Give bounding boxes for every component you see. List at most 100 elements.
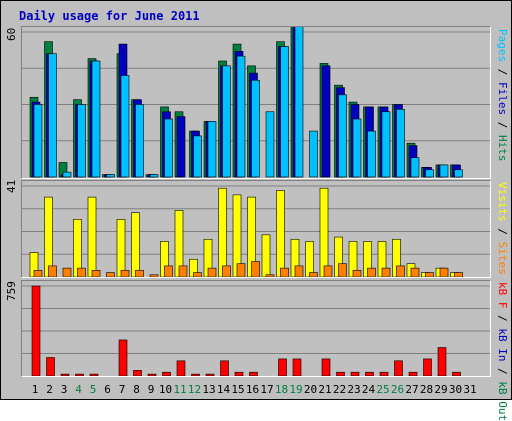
kbf-bar-day-30	[452, 371, 461, 376]
x-tick-label: 18	[274, 383, 289, 396]
kbf-bar-day-27	[408, 371, 418, 376]
sites-bar-day-11	[178, 265, 188, 277]
visits-bar-day-5	[87, 196, 97, 277]
pages-bar-day-15	[236, 55, 246, 178]
sites-bar-day-13	[207, 267, 217, 277]
x-tick-label: 25	[376, 383, 390, 396]
visits-bar-day-11	[174, 210, 184, 277]
panel1-legend-segment: /	[496, 62, 509, 82]
hits-files-pages-panel	[21, 26, 491, 179]
kbf-bar-day-5	[89, 373, 99, 376]
sites-bar-day-18	[280, 267, 289, 277]
sites-bar-day-19	[294, 265, 304, 277]
sites-bar-day-14	[222, 265, 231, 277]
x-tick-label: 2	[46, 383, 53, 396]
x-tick-label: 26	[390, 383, 405, 396]
x-tick-label: 17	[260, 383, 274, 396]
sites-bar-day-29	[439, 267, 449, 277]
x-tick-label: 15	[231, 383, 245, 396]
pages-bar-day-23	[352, 118, 362, 178]
kbf-bar-day-2	[46, 357, 55, 376]
pages-bar-day-1	[33, 104, 43, 178]
sites-bar-day-30	[454, 272, 463, 277]
pages-bar-day-4	[77, 104, 86, 178]
visits-bar-day-1	[29, 252, 39, 277]
pages-bar-day-19	[294, 27, 304, 178]
visits-sites-chart	[22, 185, 490, 277]
hits-files-pages-chart	[22, 27, 490, 178]
pages-bar-day-3	[62, 171, 72, 178]
kbytes-panel	[21, 280, 491, 377]
sites-bar-day-15	[236, 263, 246, 277]
panel1-legend-segment: /	[496, 115, 509, 135]
visits-bar-day-8	[131, 212, 140, 277]
x-tick-label: 31	[463, 383, 477, 396]
kbf-bar-day-8	[133, 370, 142, 376]
pages-bar-day-30	[454, 169, 463, 178]
visits-bar-day-14	[218, 187, 227, 277]
kbf-bar-day-29	[437, 347, 447, 376]
kbf-bar-day-25	[379, 371, 389, 376]
panel2-legend-segment: /	[496, 221, 509, 242]
kbf-bar-day-10	[162, 371, 171, 376]
sites-bar-day-12	[193, 272, 202, 277]
pages-bar-day-10	[164, 118, 173, 178]
panel2-ymax-label: 41	[5, 179, 18, 193]
panel2-legend-segment: Sites	[496, 241, 509, 275]
pages-bar-day-9	[149, 174, 159, 178]
panel1-legend-segment: Hits	[496, 135, 509, 162]
kbf-bar-day-3	[60, 373, 70, 376]
pages-bar-day-8	[135, 104, 144, 178]
pages-bar-day-26	[396, 109, 405, 178]
x-tick-label: 16	[245, 383, 260, 396]
kbf-bar-day-28	[423, 358, 432, 376]
visits-bar-day-24	[363, 241, 372, 277]
x-tick-label: 11	[173, 383, 187, 396]
pages-bar-day-24	[367, 130, 376, 178]
sites-bar-day-28	[425, 272, 434, 277]
kbytes-chart	[22, 285, 490, 376]
pages-bar-day-22	[338, 94, 347, 178]
sites-bar-day-1	[33, 270, 43, 277]
pages-bar-day-13	[207, 121, 217, 178]
panel3-legend-segment: kB F	[496, 282, 509, 309]
kbf-bar-day-15	[234, 371, 244, 376]
x-tick-label: 10	[158, 383, 173, 396]
sites-bar-day-25	[381, 267, 391, 277]
pages-bar-day-25	[381, 111, 391, 178]
panel3-legend-segment: kB Out	[496, 381, 509, 421]
kbf-bar-day-23	[350, 371, 360, 376]
chart-title: Daily usage for June 2011	[19, 9, 200, 23]
panel1-legend-segment: Pages	[496, 29, 509, 63]
sites-bar-day-17	[265, 274, 275, 277]
files-bar-day-21	[321, 65, 331, 178]
x-tick-label: 29	[434, 383, 448, 396]
sites-bar-day-6	[106, 272, 115, 277]
kbf-bar-day-22	[336, 371, 345, 376]
sites-bar-day-21	[323, 265, 333, 277]
visits-bar-day-18	[276, 190, 285, 277]
x-tick-label: 8	[133, 383, 140, 396]
x-tick-label: 7	[118, 383, 126, 396]
kbf-bar-day-7	[118, 339, 128, 376]
x-tick-label: 6	[104, 383, 111, 396]
kbf-bar-day-18	[278, 358, 287, 376]
x-tick-label: 3	[60, 383, 68, 396]
sites-bar-day-10	[164, 265, 173, 277]
x-tick-label: 12	[187, 383, 202, 396]
pages-bar-day-28	[425, 169, 434, 178]
visits-bar-day-20	[305, 241, 314, 277]
sites-bar-day-2	[48, 265, 57, 277]
visits-bar-day-19	[290, 238, 300, 277]
x-tick-label: 23	[347, 383, 361, 396]
sites-bar-day-7	[120, 270, 130, 277]
kbf-bar-day-13	[205, 373, 215, 376]
visits-sites-panel	[21, 180, 491, 278]
kbf-bar-day-4	[75, 373, 84, 376]
panel3-legend-segment: kB In	[496, 328, 509, 362]
x-tick-label: 27	[405, 383, 419, 396]
visits-bar-day-17	[261, 234, 271, 277]
visits-bar-day-10	[160, 241, 169, 277]
kbf-bar-day-24	[365, 371, 374, 376]
